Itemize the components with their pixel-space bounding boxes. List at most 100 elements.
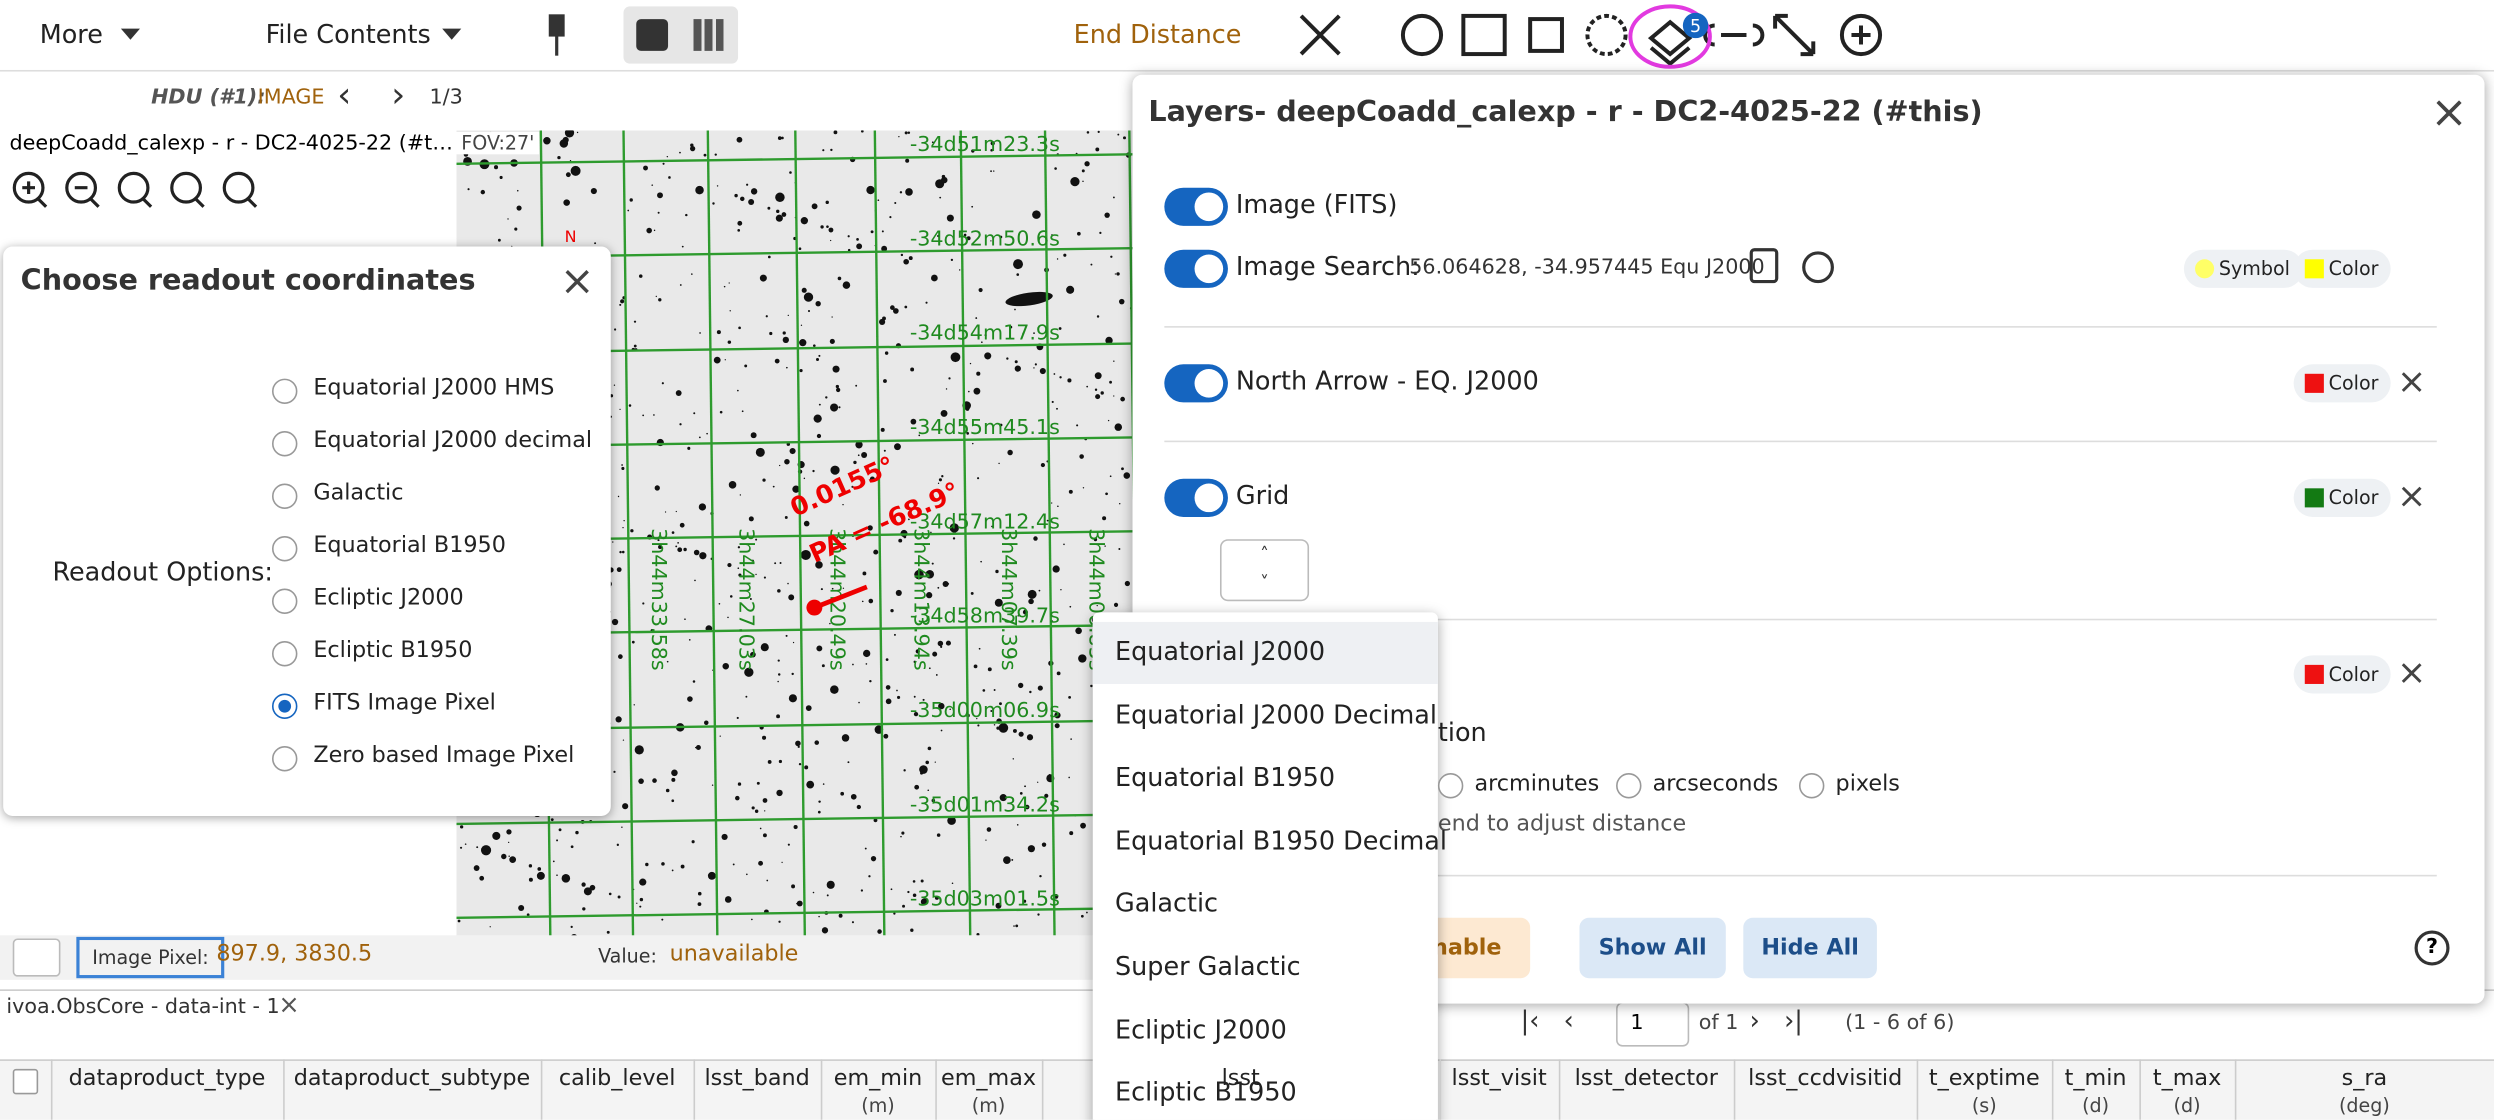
copy-button[interactable] bbox=[1749, 248, 1779, 284]
expand-icon[interactable] bbox=[1773, 13, 1816, 57]
hide-all-button[interactable]: Hide All bbox=[1743, 917, 1877, 979]
star bbox=[850, 793, 857, 800]
star bbox=[1118, 548, 1121, 551]
star bbox=[760, 643, 769, 652]
dropdown-option[interactable]: Equatorial J2000 Decimal bbox=[1115, 699, 1437, 730]
toggle[interactable] bbox=[1164, 187, 1228, 226]
prev-hdu[interactable]: ‹ bbox=[337, 76, 352, 117]
toggle[interactable] bbox=[1164, 249, 1228, 288]
color-icon[interactable] bbox=[1400, 13, 1444, 57]
color-chip[interactable]: Color bbox=[2293, 364, 2392, 403]
star bbox=[1051, 234, 1053, 236]
color-chip[interactable]: Color bbox=[2293, 249, 2392, 288]
star bbox=[826, 880, 835, 889]
next-hdu[interactable]: › bbox=[391, 76, 406, 117]
color-chip[interactable]: Color bbox=[2293, 478, 2392, 517]
tools-icon[interactable] bbox=[1299, 14, 1341, 56]
column-unit: (m) bbox=[971, 1094, 1006, 1117]
color-chip[interactable]: Color bbox=[2293, 655, 2392, 694]
radio[interactable] bbox=[1798, 773, 1825, 799]
star bbox=[728, 481, 737, 489]
tab-close[interactable]: × bbox=[278, 989, 300, 1020]
link-icon[interactable] bbox=[1703, 23, 1765, 47]
zoom-fit-icon[interactable] bbox=[1528, 17, 1564, 53]
star bbox=[987, 667, 992, 672]
star bbox=[993, 689, 996, 691]
star bbox=[980, 560, 982, 563]
radio[interactable] bbox=[271, 693, 298, 719]
dropdown-option[interactable]: Ecliptic J2000 bbox=[1115, 1014, 1287, 1045]
star bbox=[950, 352, 961, 363]
layout-toggle[interactable] bbox=[623, 6, 739, 64]
radio[interactable] bbox=[271, 745, 298, 772]
pin-button[interactable] bbox=[544, 14, 569, 56]
stretch-icon[interactable] bbox=[1461, 13, 1507, 57]
star bbox=[788, 594, 795, 601]
delete-button[interactable]: × bbox=[2397, 477, 2427, 517]
radio[interactable] bbox=[271, 588, 298, 614]
star bbox=[727, 562, 732, 568]
radio[interactable] bbox=[271, 378, 298, 405]
close-button[interactable]: × bbox=[559, 257, 595, 306]
star bbox=[657, 539, 660, 542]
grid-select[interactable]: ˄ ˅ bbox=[1219, 539, 1310, 602]
ra-label: 3h44m33.58s bbox=[647, 528, 671, 671]
radio[interactable] bbox=[1437, 773, 1464, 799]
star bbox=[830, 685, 839, 694]
column-name: dataproduct_subtype bbox=[293, 1065, 531, 1092]
delete-button[interactable]: × bbox=[2397, 362, 2427, 403]
radio[interactable] bbox=[271, 483, 298, 509]
star bbox=[781, 861, 783, 864]
dropdown-option[interactable]: Equatorial B1950 bbox=[1115, 762, 1336, 793]
star bbox=[621, 464, 623, 466]
table-tab[interactable]: ivoa.ObsCore - data-int - 1 bbox=[6, 995, 280, 1020]
option-label: Ecliptic B1950 bbox=[313, 637, 473, 664]
select-all[interactable] bbox=[12, 1068, 39, 1095]
layer-name: Image Search: bbox=[1235, 251, 1420, 282]
file-contents-menu[interactable]: File Contents bbox=[265, 19, 431, 50]
popout-button[interactable] bbox=[12, 938, 61, 977]
star bbox=[881, 245, 888, 252]
radio[interactable] bbox=[1616, 773, 1642, 799]
star bbox=[479, 875, 485, 881]
radio[interactable] bbox=[271, 536, 298, 562]
star bbox=[893, 912, 896, 915]
symbol-chip[interactable]: Symbol bbox=[2183, 249, 2303, 288]
star bbox=[925, 569, 935, 579]
dropdown-option[interactable]: Galactic bbox=[1115, 888, 1219, 919]
close-button[interactable]: × bbox=[2430, 85, 2468, 139]
pixel-label[interactable]: Image Pixel: bbox=[76, 936, 225, 979]
page-input[interactable]: 1 bbox=[1616, 1002, 1690, 1047]
dropdown-option[interactable]: Equatorial B1950 Decimal bbox=[1115, 825, 1447, 856]
center-button[interactable] bbox=[1802, 251, 1834, 284]
toggle[interactable] bbox=[1164, 364, 1228, 403]
layers-icon[interactable] bbox=[1647, 19, 1693, 67]
dropdown-option[interactable]: Ecliptic B1950 bbox=[1115, 1077, 1297, 1108]
star bbox=[990, 170, 992, 173]
more-menu[interactable]: More bbox=[39, 19, 103, 50]
help-button[interactable]: ? bbox=[2414, 930, 2450, 966]
star bbox=[1058, 327, 1062, 330]
end-distance-button[interactable]: End Distance bbox=[1073, 19, 1242, 50]
show-all-button[interactable]: Show All bbox=[1579, 917, 1726, 979]
star bbox=[1015, 924, 1019, 928]
star bbox=[639, 905, 642, 908]
pager-nav[interactable]: › ›| bbox=[1749, 1005, 1803, 1036]
radio[interactable] bbox=[271, 431, 298, 457]
dec-label: -35d01m34.2s bbox=[910, 792, 1060, 816]
pager-nav[interactable]: |‹ ‹ bbox=[1520, 1005, 1574, 1036]
add-icon[interactable] bbox=[1839, 13, 1883, 57]
star bbox=[898, 538, 903, 543]
dropdown-option[interactable]: Super Galactic bbox=[1115, 951, 1301, 982]
select-icon[interactable] bbox=[1585, 13, 1628, 57]
layers-title: Layers- deepCoadd_calexp - r - DC2-4025-… bbox=[1148, 95, 1983, 129]
star bbox=[1070, 177, 1080, 187]
delete-button[interactable]: × bbox=[2397, 653, 2427, 694]
radio[interactable] bbox=[271, 641, 298, 667]
dropdown-option[interactable]: Equatorial J2000 bbox=[1115, 636, 1326, 667]
star bbox=[936, 833, 941, 837]
star bbox=[718, 602, 721, 605]
row-range: (1 - 6 of 6) bbox=[1845, 1011, 1955, 1036]
star bbox=[1056, 258, 1059, 260]
toggle[interactable] bbox=[1164, 478, 1228, 517]
